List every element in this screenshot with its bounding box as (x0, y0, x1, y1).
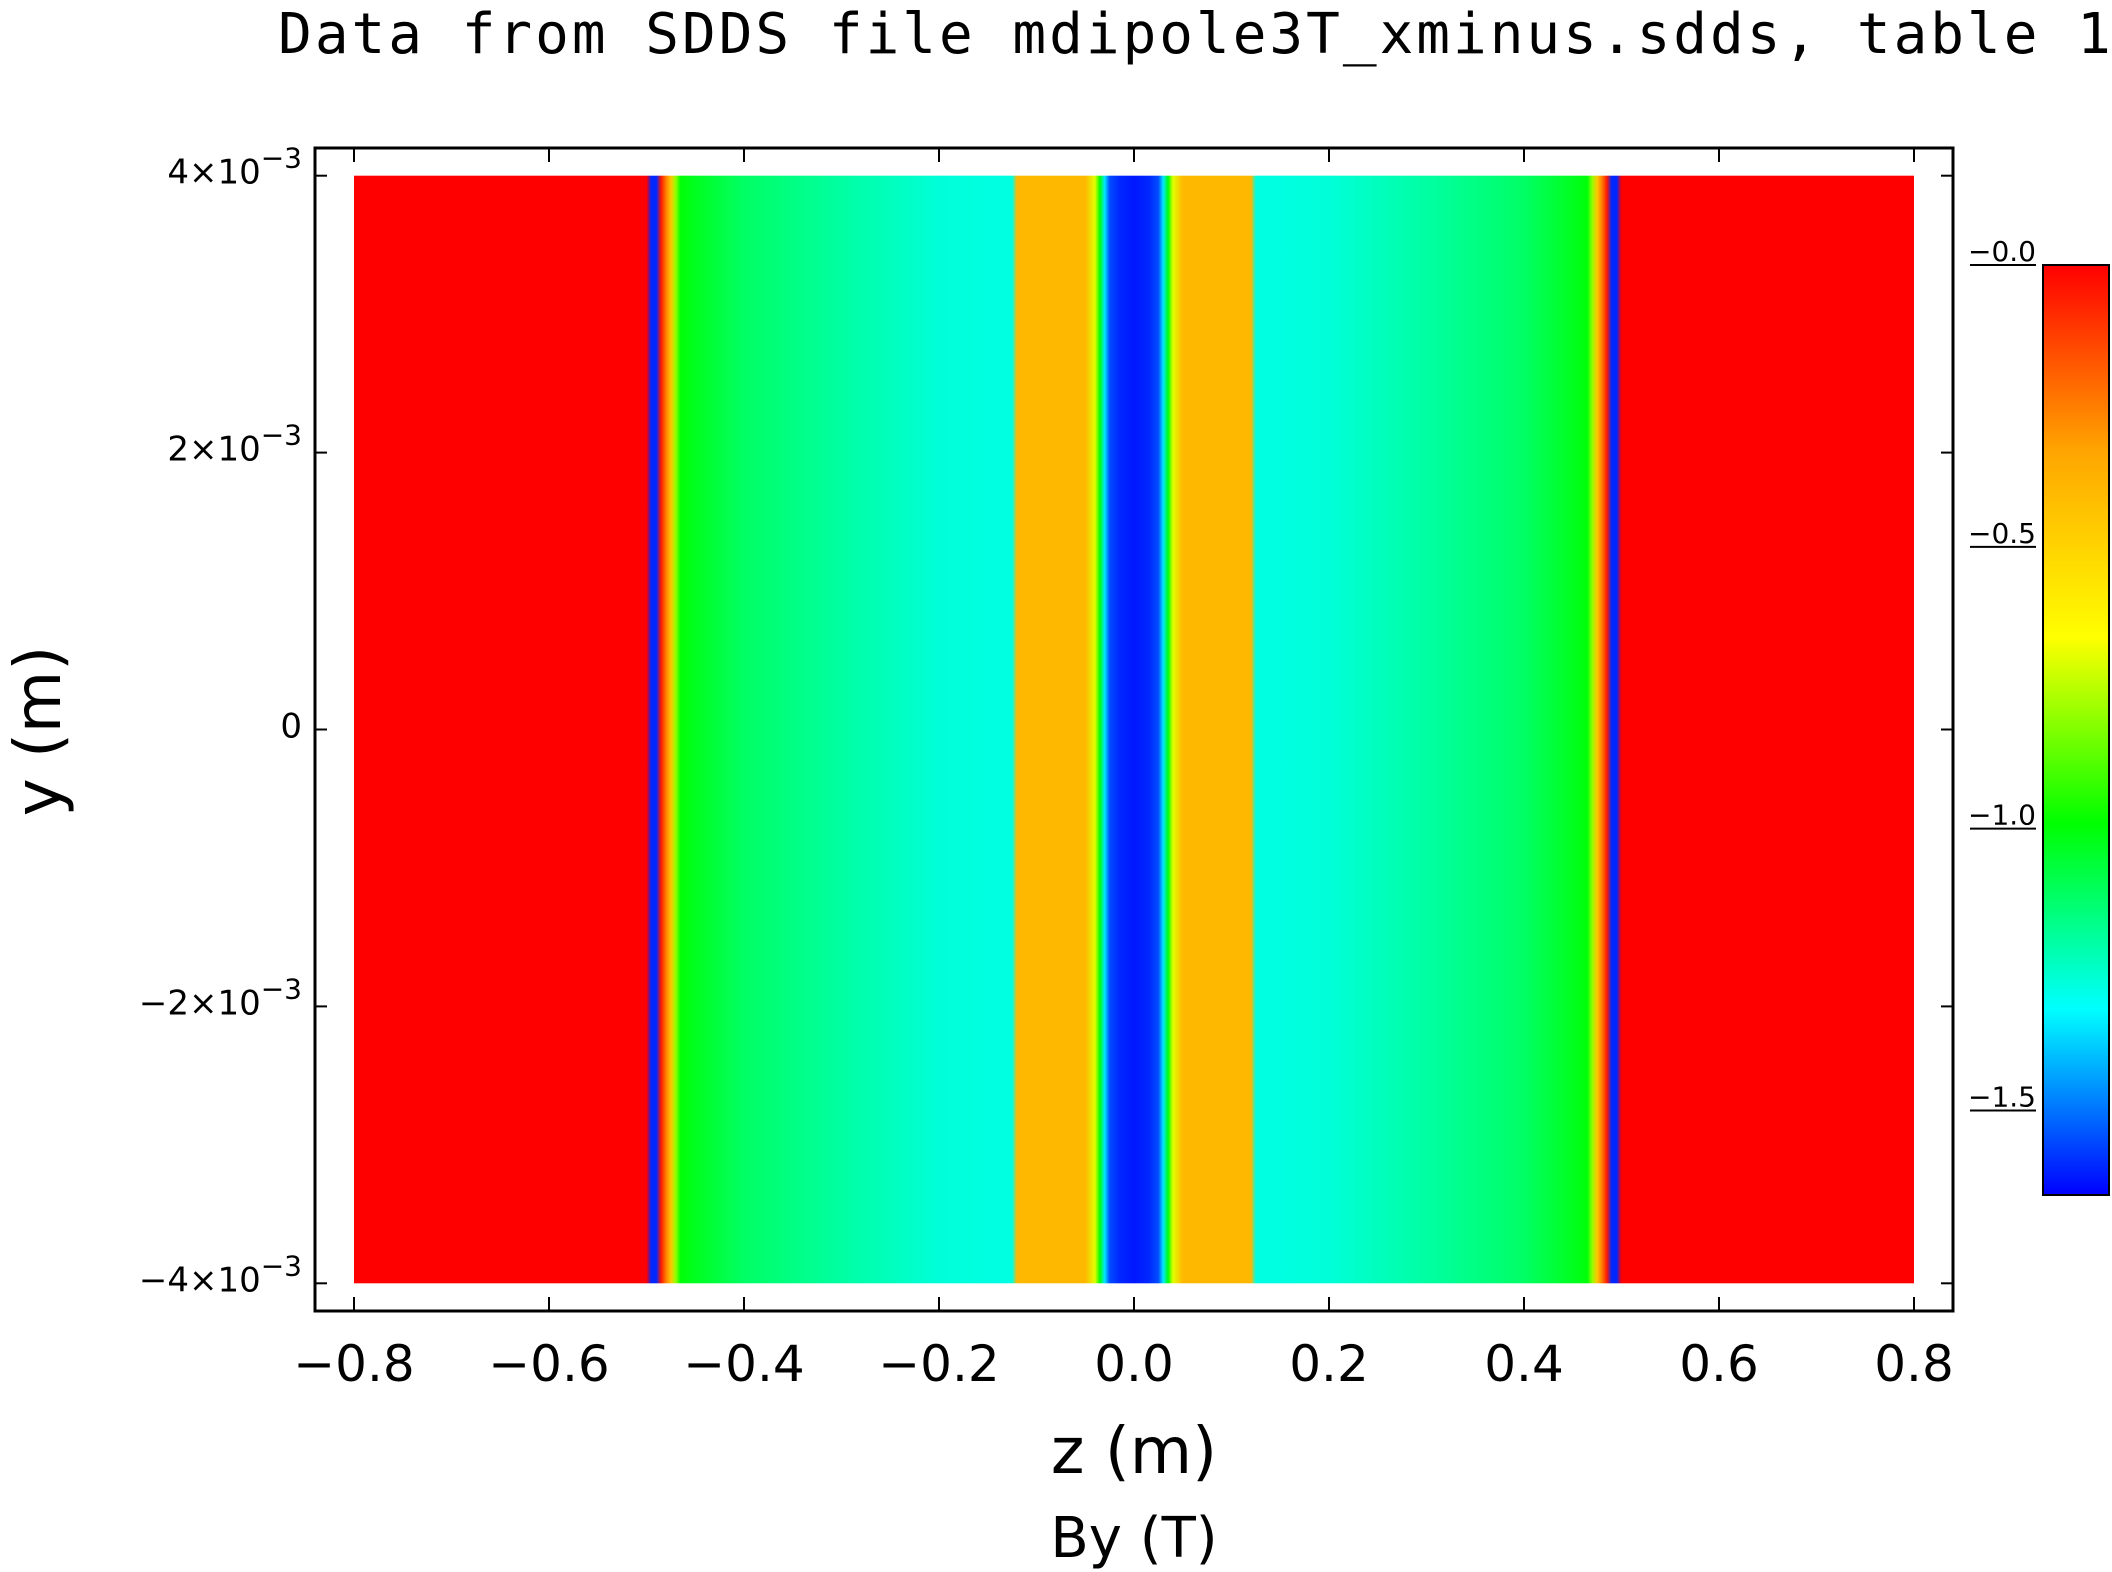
y-tick-label: 4×10−3 (167, 142, 302, 193)
x-tick-label: 0.6 (1679, 1335, 1759, 1393)
y-axis-label: y (m) (2, 646, 76, 817)
y-tick-label: −4×10−3 (139, 1249, 302, 1300)
y-tick-label: 2×10−3 (167, 419, 302, 470)
x-tick-label: −0.2 (878, 1335, 999, 1393)
colorbar-tick-label: −1.0 (1968, 799, 2036, 832)
y-tick-label: 0 (280, 707, 302, 747)
colorbar-tick-label: −0.0 (1968, 235, 2036, 268)
colorbar-tick-label: −0.5 (1968, 517, 2036, 550)
x-tick-label: 0.2 (1289, 1335, 1369, 1393)
x-tick-label: 0.4 (1484, 1335, 1564, 1393)
x-axis-label: z (m) (1051, 1415, 1217, 1489)
colorbar-label: By (T) (1050, 1506, 1217, 1571)
x-axis: −0.8 −0.6 −0.4 −0.2 0.0 0.2 0.4 0.6 0.8 (293, 148, 1954, 1393)
x-tick-label: 0.8 (1874, 1335, 1954, 1393)
y-tick-label: −2×10−3 (139, 972, 302, 1023)
colorbar: −0.0 −0.5 −1.0 −1.5 (1968, 235, 2110, 1196)
chart-title: Data from SDDS file mdipole3T_xminus.sdd… (278, 2, 2112, 67)
heatmap-field (354, 175, 1914, 1284)
x-tick-label: 0.0 (1094, 1335, 1174, 1393)
heatmap-layer (354, 175, 1914, 1284)
x-tick-label: −0.6 (488, 1335, 609, 1393)
colorbar-scale (2042, 264, 2110, 1196)
x-tick-label: −0.8 (293, 1335, 414, 1393)
colorbar-tick-label: −1.5 (1968, 1080, 2036, 1113)
y-axis: 4×10−3 2×10−3 0 −2×10−3 −4×10−3 (139, 142, 1953, 1300)
x-tick-label: −0.4 (683, 1335, 804, 1393)
